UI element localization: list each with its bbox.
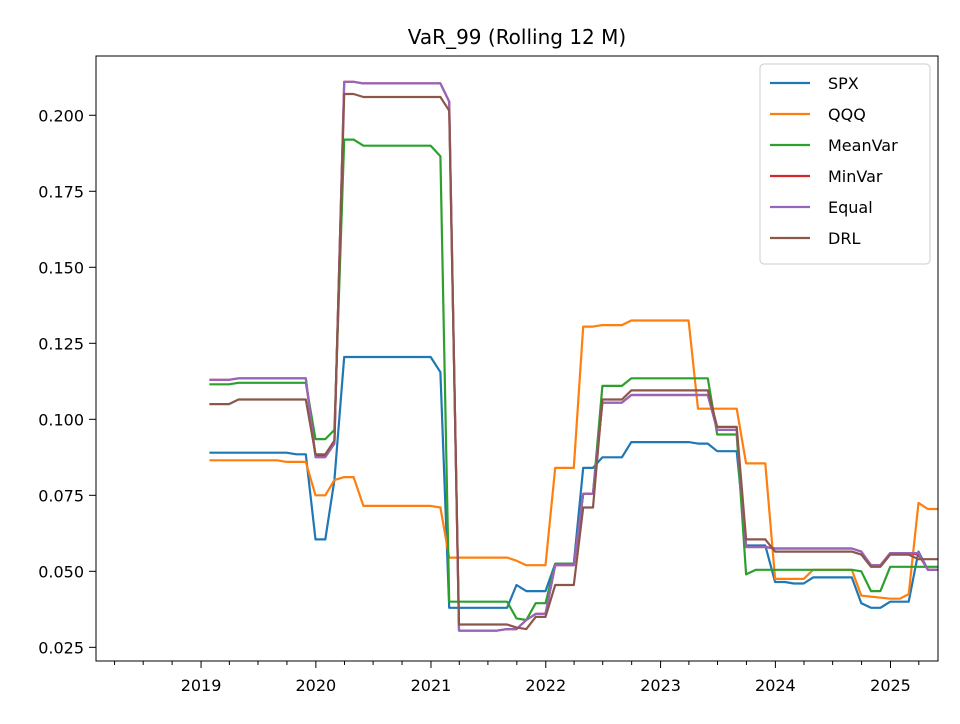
x-axis: 2019 2020 2021 2022 2023 2024 2025 bbox=[114, 661, 920, 695]
x-tick-label: 2021 bbox=[411, 676, 452, 695]
legend-label: DRL bbox=[828, 229, 860, 248]
series-line-equal bbox=[209, 80, 938, 632]
legend-label: MinVar bbox=[828, 167, 883, 186]
series-line-spx bbox=[209, 355, 938, 609]
x-tick-label: 2024 bbox=[755, 676, 796, 695]
y-tick-label: 0.100 bbox=[38, 410, 84, 429]
x-tick-label: 2023 bbox=[640, 676, 681, 695]
x-tick-label: 2022 bbox=[525, 676, 566, 695]
legend-label: QQQ bbox=[828, 105, 866, 124]
y-tick-label: 0.200 bbox=[38, 106, 84, 125]
series-line-meanvar bbox=[209, 138, 938, 622]
y-tick-label: 0.075 bbox=[38, 486, 84, 505]
y-axis: 0.025 0.050 0.075 0.100 0.125 0.150 0.175 0.200 bbox=[38, 106, 96, 657]
x-tick-label: 2020 bbox=[295, 676, 336, 695]
legend: SPX QQQ MeanVar MinVar Equal DRL bbox=[759, 63, 931, 265]
legend-label: Equal bbox=[828, 198, 873, 217]
series-layer bbox=[209, 80, 938, 632]
y-tick-label: 0.025 bbox=[38, 638, 84, 657]
chart-title: VaR_99 (Rolling 12 M) bbox=[408, 25, 626, 49]
x-tick-label: 2019 bbox=[181, 676, 222, 695]
legend-label: MeanVar bbox=[828, 136, 898, 155]
y-tick-label: 0.050 bbox=[38, 562, 84, 581]
x-tick-label: 2025 bbox=[870, 676, 911, 695]
y-tick-label: 0.175 bbox=[38, 182, 84, 201]
series-line-drl bbox=[209, 92, 938, 631]
series-line-qqq bbox=[209, 319, 938, 600]
legend-label: SPX bbox=[828, 74, 859, 93]
y-tick-label: 0.125 bbox=[38, 334, 84, 353]
y-tick-label: 0.150 bbox=[38, 258, 84, 277]
